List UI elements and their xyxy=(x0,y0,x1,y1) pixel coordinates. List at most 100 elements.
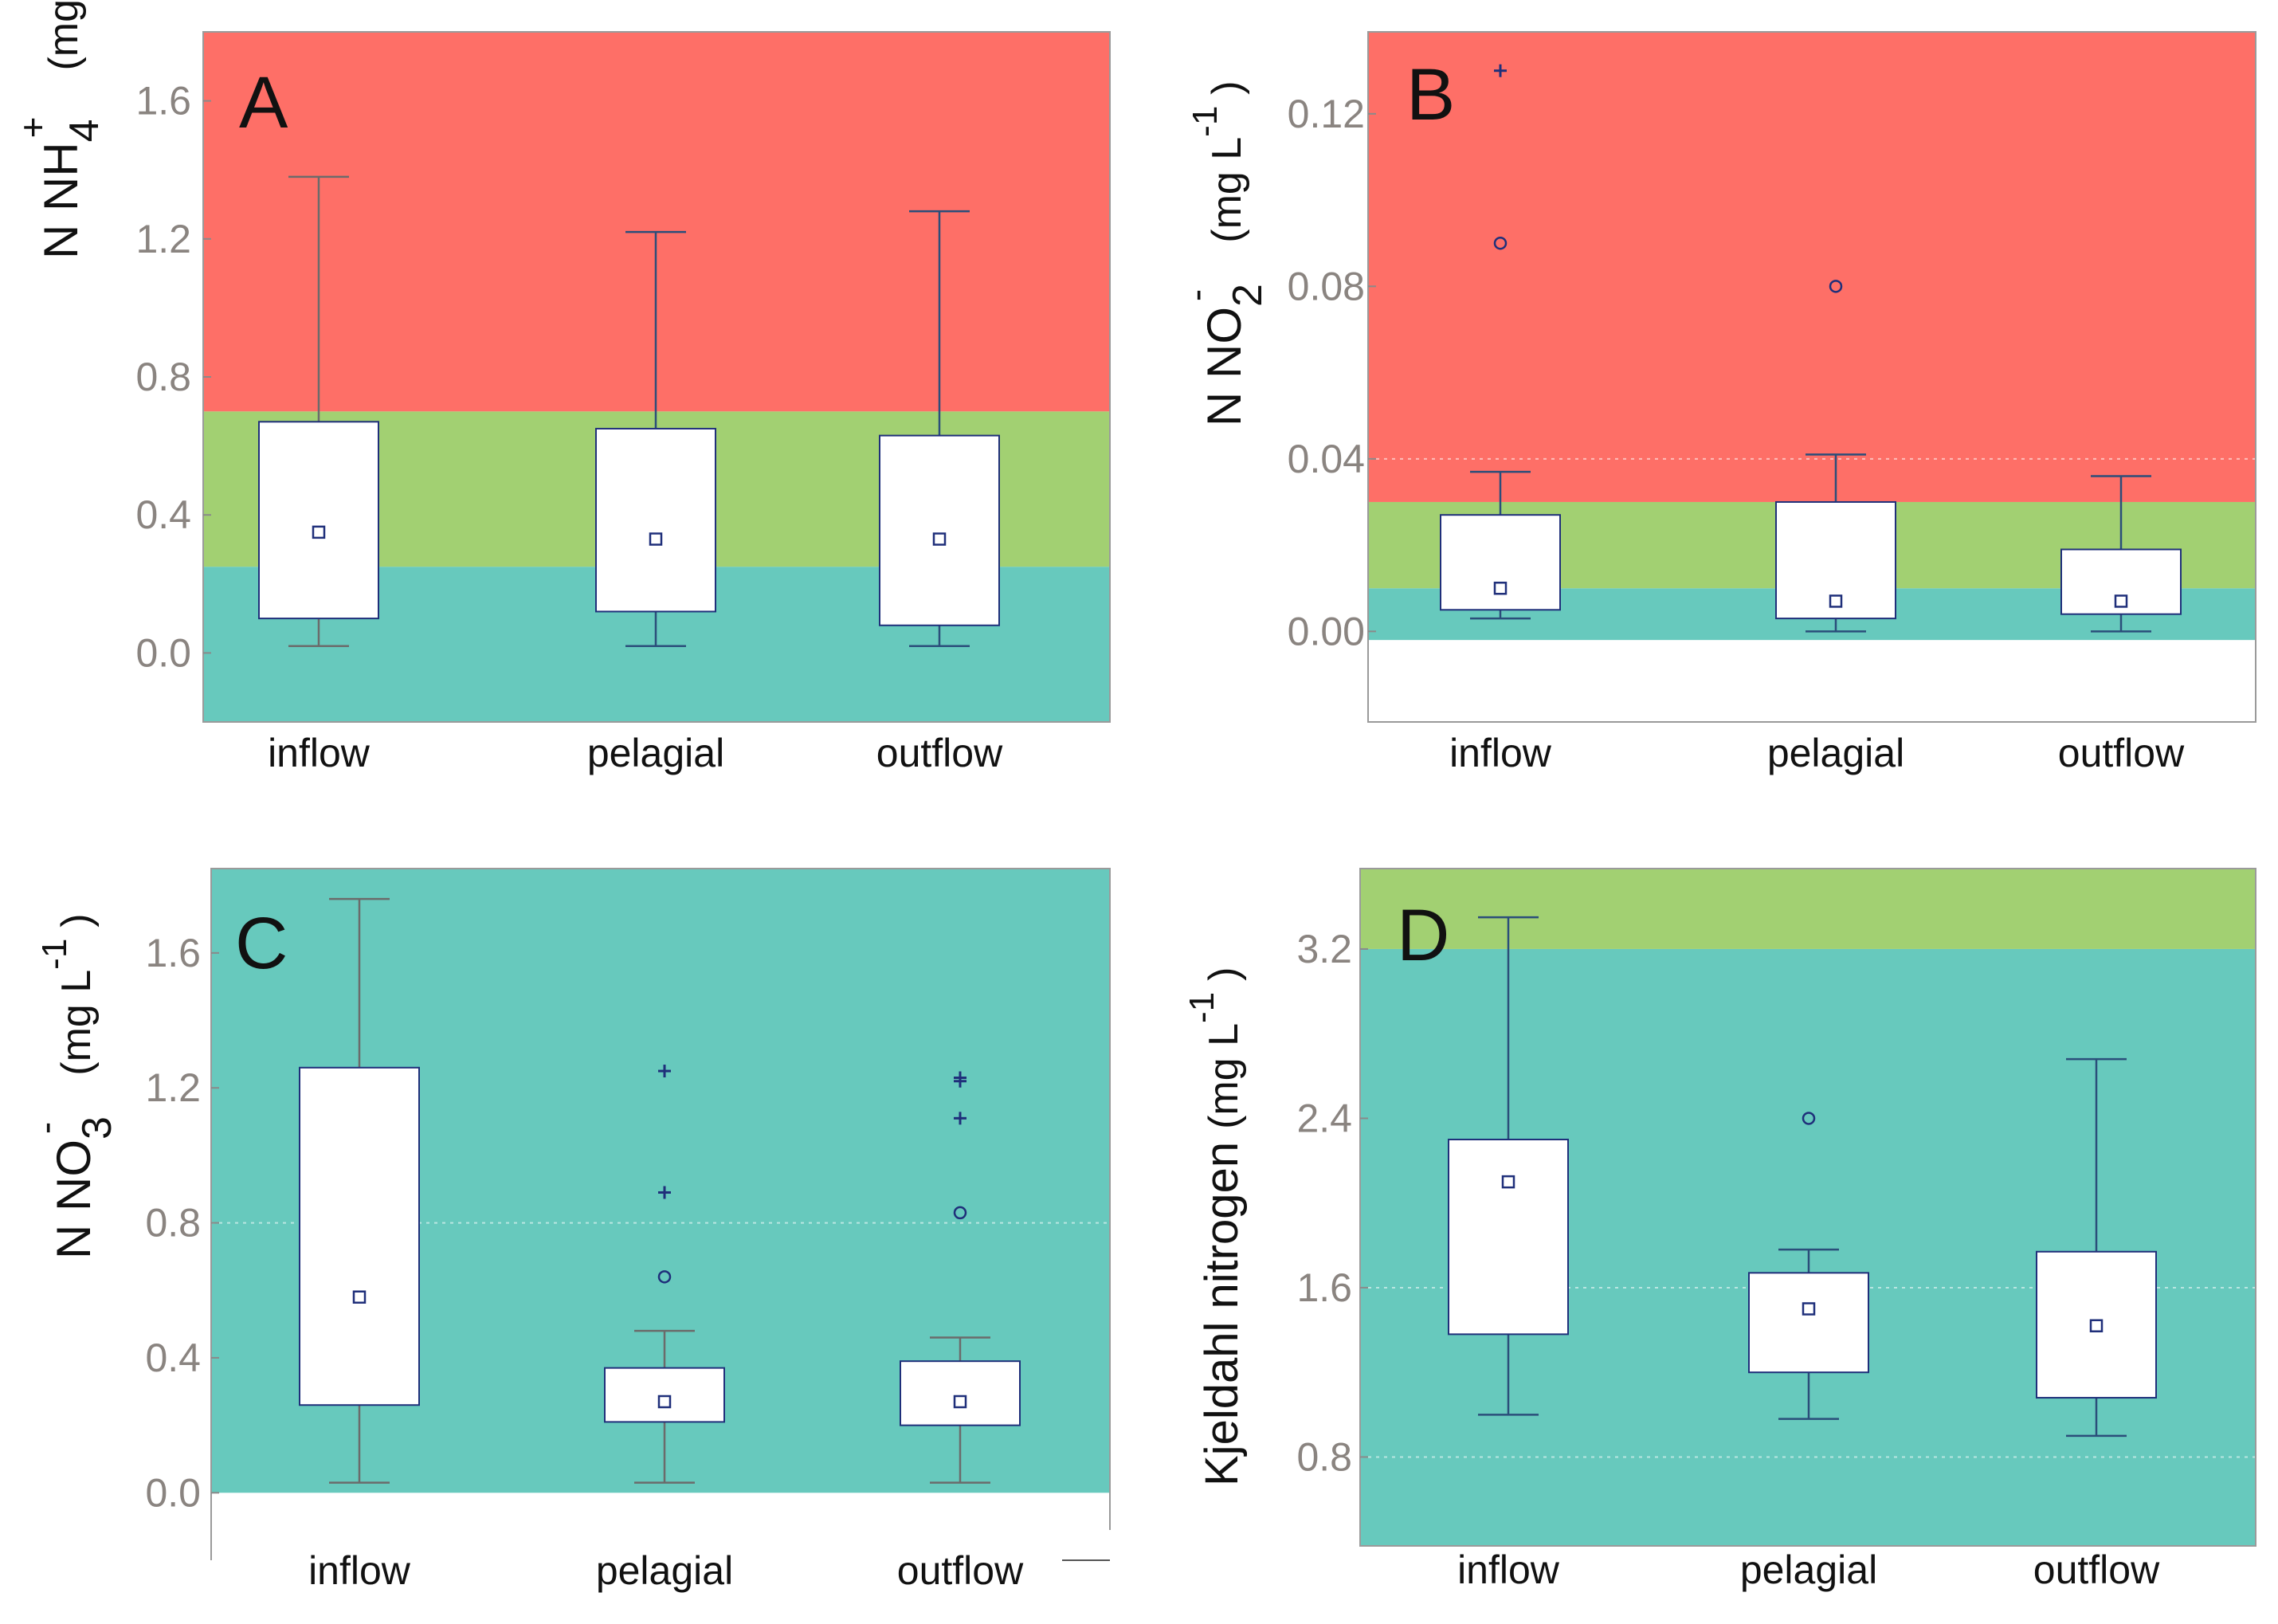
box-iqr xyxy=(1448,1139,1569,1336)
x-category-label-outflow: outflow xyxy=(876,731,1003,775)
y-tick-1: 0.4 xyxy=(135,492,211,537)
x-category-label-outflow: outflow xyxy=(2058,731,2185,775)
box-pelagial xyxy=(1775,280,1896,633)
box-inflow xyxy=(1440,64,1561,620)
mean-marker xyxy=(352,1290,367,1304)
mean-marker xyxy=(2089,1319,2104,1332)
x-category-label-inflow: inflow xyxy=(1449,731,1552,775)
y-tick-label: 1.2 xyxy=(135,217,191,261)
y-tick-label: 0.4 xyxy=(145,1336,201,1380)
y-tick-label: 1.6 xyxy=(135,79,191,124)
panel-B-ylabel: N NO2-(mg L-1) xyxy=(1175,80,1271,426)
mean-marker xyxy=(649,532,663,546)
y-tick-2: 0.8 xyxy=(145,1201,219,1245)
outlier-plus-3 xyxy=(954,1071,966,1085)
outlier-circle-0 xyxy=(1829,280,1843,293)
mean-marker xyxy=(657,1395,672,1409)
x-category-label-pelagial: pelagial xyxy=(1740,1548,1877,1592)
mean-marker xyxy=(932,532,947,546)
mean-marker xyxy=(1829,594,1843,608)
panel-D-letter: D xyxy=(1397,895,1449,976)
y-tick-label: 0.8 xyxy=(1296,1434,1352,1479)
y-tick-label: 0.00 xyxy=(1288,609,1365,653)
x-category-label-inflow: inflow xyxy=(308,1548,411,1593)
y-tick-label: 0.0 xyxy=(135,630,191,675)
box-iqr xyxy=(900,1360,1021,1426)
box-iqr xyxy=(1748,1272,1869,1374)
y-tick-3: 3.2 xyxy=(1296,927,1368,971)
mean-marker xyxy=(953,1395,967,1409)
y-tick-2: 2.4 xyxy=(1296,1096,1368,1140)
outlier-plus-1 xyxy=(954,1112,966,1125)
box-iqr xyxy=(2060,548,2182,615)
y-tick-label: 0.04 xyxy=(1288,437,1365,481)
box-iqr xyxy=(2036,1250,2157,1399)
box-outflow xyxy=(900,1071,1021,1484)
mean-marker xyxy=(1493,581,1508,595)
y-tick-3: 1.2 xyxy=(135,217,211,261)
y-tick-4: 1.6 xyxy=(135,79,211,124)
mean-marker xyxy=(2114,594,2128,608)
svg-text:N NO3-(mg L-1): N NO3-(mg L-1) xyxy=(25,913,120,1259)
box-pelagial xyxy=(595,230,716,647)
y-tick-label: 0.0 xyxy=(145,1470,201,1515)
box-inflow xyxy=(258,175,379,647)
plot-frame xyxy=(210,868,1111,1560)
y-tick-3: 0.12 xyxy=(1288,92,1376,136)
svg-text:Kjeldahl nitrogen(mg L-1): Kjeldahl nitrogen(mg L-1) xyxy=(1182,967,1248,1486)
y-tick-3: 1.2 xyxy=(145,1065,219,1110)
box-outflow xyxy=(2036,1057,2157,1438)
x-category-label-pelagial: pelagial xyxy=(587,731,724,775)
y-tick-label: 0.12 xyxy=(1288,92,1365,136)
y-tick-label: 1.6 xyxy=(1296,1265,1352,1310)
box-iqr xyxy=(595,427,716,613)
mean-marker xyxy=(1501,1175,1515,1189)
box-iqr xyxy=(879,434,1000,626)
y-tick-label: 0.8 xyxy=(145,1201,201,1245)
panel-D-ylabel: Kjeldahl nitrogen(mg L-1) xyxy=(1182,967,1248,1486)
y-tick-0: 0.0 xyxy=(145,1470,219,1515)
y-tick-0: 0.00 xyxy=(1288,609,1376,653)
outlier-circle-0 xyxy=(1493,236,1508,250)
box-pelagial xyxy=(1748,1112,1869,1420)
x-category-label-pelagial: pelagial xyxy=(1767,731,1904,775)
outlier-circle-0 xyxy=(657,1270,672,1284)
y-tick-label: 1.6 xyxy=(145,931,201,975)
y-tick-1: 1.6 xyxy=(1296,1265,1368,1310)
y-tick-label: 3.2 xyxy=(1296,927,1352,971)
x-category-label-outflow: outflow xyxy=(897,1548,1024,1593)
box-iqr xyxy=(1775,500,1896,620)
svg-text:N NO2-(mg L-1): N NO2-(mg L-1) xyxy=(1175,80,1271,426)
y-tick-2: 0.08 xyxy=(1288,264,1376,308)
y-tick-label: 0.08 xyxy=(1288,264,1365,308)
x-category-label-pelagial: pelagial xyxy=(596,1548,733,1593)
box-iqr xyxy=(258,421,379,620)
x-category-label-inflow: inflow xyxy=(268,731,371,775)
box-iqr xyxy=(604,1367,725,1423)
x-category-label-outflow: outflow xyxy=(2033,1548,2160,1592)
plot-frame xyxy=(1359,868,2256,1547)
plot-frame xyxy=(1367,31,2256,723)
mean-marker xyxy=(1802,1302,1816,1316)
x-category-label-inflow: inflow xyxy=(1457,1548,1560,1592)
band-2 xyxy=(1368,32,2256,502)
y-tick-label: 0.8 xyxy=(135,355,191,399)
y-tick-label: 0.4 xyxy=(135,492,191,537)
y-tick-label: 1.2 xyxy=(145,1065,201,1110)
mean-marker xyxy=(312,525,326,539)
panel-C-letter: C xyxy=(235,903,288,984)
y-tick-1: 0.4 xyxy=(145,1336,219,1380)
y-tick-4: 1.6 xyxy=(145,931,219,975)
y-tick-0: 0.0 xyxy=(135,630,211,675)
band-1 xyxy=(1360,869,2256,949)
panel-A-letter: A xyxy=(239,62,288,143)
svg-text:N NH4+(mg L-1): N NH4+(mg L-1) xyxy=(12,0,108,259)
y-tick-label: 2.4 xyxy=(1296,1096,1352,1140)
box-outflow xyxy=(879,210,1000,647)
y-tick-2: 0.8 xyxy=(135,355,211,399)
box-outflow xyxy=(2060,475,2182,633)
outlier-plus-2 xyxy=(658,1065,671,1078)
box-inflow xyxy=(299,897,420,1484)
outlier-circle-0 xyxy=(953,1206,967,1220)
